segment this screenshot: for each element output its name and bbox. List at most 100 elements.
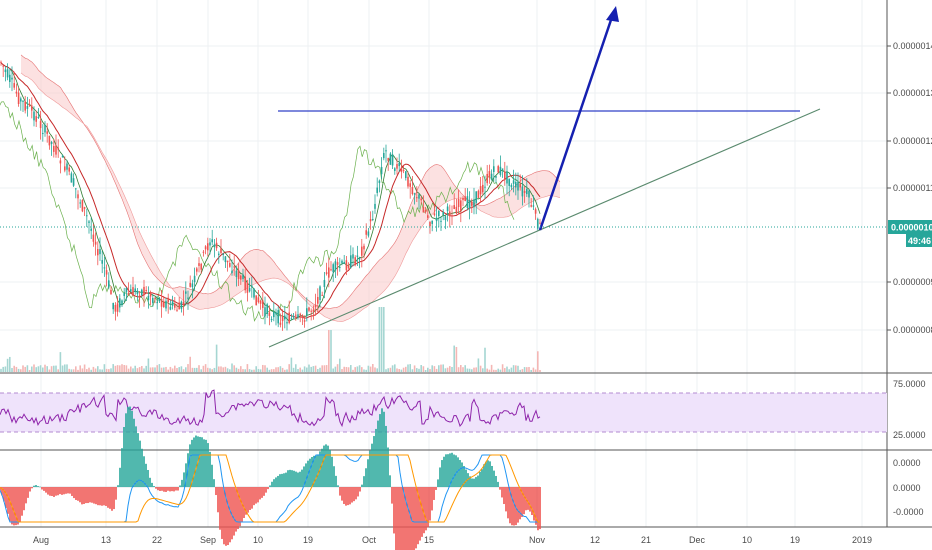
macd-histogram-bar: [515, 487, 517, 526]
volume-bar: [350, 365, 352, 372]
candle-body: [185, 291, 187, 294]
volume-bar: [9, 356, 11, 372]
volume-bar: [435, 368, 438, 372]
macd-histogram-bar: [375, 428, 377, 487]
macd-histogram-bar: [293, 470, 295, 487]
candle-body: [149, 292, 152, 297]
candle-body: [488, 171, 491, 178]
volume-bar: [141, 365, 143, 372]
candle-body: [418, 194, 420, 199]
candle-body: [523, 191, 526, 193]
macd-histogram-bar: [1, 487, 3, 496]
candle-body: [493, 166, 495, 172]
volume-bar: [191, 367, 194, 372]
candle-body: [442, 211, 444, 216]
volume-bar: [339, 358, 341, 372]
macd-histogram-bar: [99, 487, 101, 506]
price-candles[interactable]: [0, 60, 541, 331]
volume-bar: [53, 365, 55, 372]
volume-bar: [31, 366, 33, 372]
volume-bar: [299, 367, 301, 372]
volume-bar: [77, 369, 79, 372]
candle-body: [468, 199, 471, 209]
candle-body: [90, 228, 92, 231]
macd-histogram-bar: [141, 448, 143, 487]
volume-bar: [440, 364, 442, 372]
macd-histogram-bar: [499, 487, 501, 490]
volume-bar: [321, 365, 323, 372]
current-price-value: 0.00000102: [891, 223, 932, 233]
macd-histogram-bar: [75, 487, 77, 500]
candle-body: [6, 69, 9, 78]
candle-body: [121, 300, 123, 306]
candle-body: [75, 188, 77, 190]
volume-bar: [468, 368, 471, 372]
volume-bar: [268, 369, 271, 372]
volume-bar: [114, 365, 117, 372]
macd-histogram-bar: [17, 487, 19, 525]
support-trendline[interactable]: [268, 108, 821, 348]
macd-histogram-bar: [353, 487, 355, 502]
candle-body: [339, 266, 341, 268]
macd-histogram-bar: [383, 411, 385, 487]
volume-bar: [358, 365, 361, 372]
volume-bar: [20, 369, 22, 372]
volume-bar: [180, 366, 183, 372]
candle-body: [92, 234, 95, 242]
candle-body: [504, 171, 506, 180]
volume-bar: [119, 365, 121, 372]
arrow-head-icon: [606, 6, 619, 22]
price-tick-label: 0.00000080: [893, 325, 932, 335]
macd-histogram-bar: [15, 487, 17, 526]
macd-histogram-bar: [469, 476, 471, 487]
macd-histogram-bar: [49, 487, 51, 496]
candle-body: [380, 166, 383, 175]
candle-body: [42, 133, 44, 135]
volume-bar: [330, 330, 332, 372]
volume-bar: [48, 369, 51, 372]
volume-bar: [204, 364, 207, 372]
candle-body: [237, 270, 240, 279]
candle-body: [479, 186, 482, 195]
breakout-arrow[interactable]: [538, 13, 615, 231]
volume-bar: [15, 366, 18, 372]
macd-histogram-bar: [449, 453, 451, 487]
candle-body: [48, 135, 51, 146]
volume-bar: [22, 365, 24, 372]
macd-histogram-bar: [229, 487, 231, 543]
macd-histogram-bar: [47, 487, 49, 495]
candle-body: [26, 106, 29, 109]
macd-histogram-bar: [331, 456, 333, 487]
volume-bar: [130, 366, 132, 372]
candle-body: [422, 206, 425, 213]
volume-bar: [224, 366, 227, 372]
time-axis[interactable]: Aug 13 22 Sep 10 19 Oct 15 Nov 12 21 Dec 10 19 2019: [33, 535, 872, 545]
time-tick-label: 21: [641, 535, 651, 545]
volume-bar: [431, 365, 433, 372]
price-tick-label: 0.00000130: [893, 88, 932, 98]
price-axis[interactable]: 0.00000140 0.00000130 0.00000120 0.00000110…: [887, 41, 932, 335]
macd-histogram-bar: [503, 487, 505, 505]
macd-histogram-bar: [287, 470, 289, 487]
volume-bar: [523, 367, 526, 372]
macd-histogram-bar: [511, 487, 513, 526]
drawing-annotations[interactable]: [268, 6, 821, 348]
macd-histogram-bar: [329, 450, 331, 487]
signal-line: [0, 454, 540, 523]
volume-bar: [396, 368, 398, 372]
volume-bar: [306, 367, 308, 372]
candle-body: [440, 220, 442, 222]
volume-bar: [310, 366, 312, 372]
candle-body: [312, 309, 315, 312]
macd-histogram-bar: [439, 467, 441, 487]
candle-body: [356, 255, 359, 257]
macd-histogram-bar: [393, 487, 395, 534]
volume-bar: [233, 365, 235, 372]
macd-histogram-bar: [165, 487, 167, 492]
candle-body: [303, 320, 306, 322]
volume-bar: [154, 367, 156, 372]
candle-body: [154, 298, 156, 300]
candle-body: [365, 230, 367, 235]
macd-histogram-bar: [389, 475, 391, 487]
